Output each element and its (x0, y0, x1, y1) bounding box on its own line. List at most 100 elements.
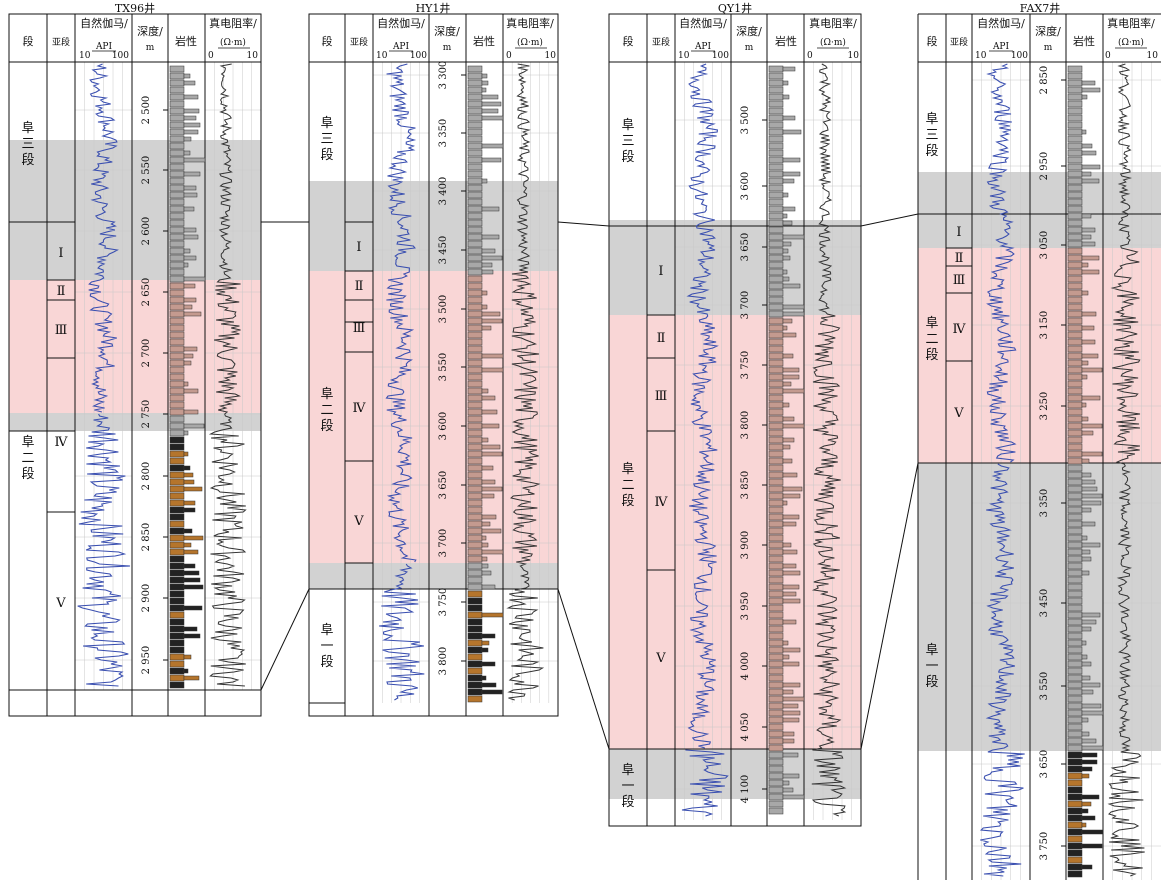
subzone-1: Ⅰ (58, 246, 63, 261)
lith-bed (169, 135, 185, 143)
lith-bed (1067, 198, 1083, 206)
lith-bed-ext (481, 318, 503, 324)
zone-fu3-char1: 阜 (21, 120, 34, 136)
lith-bed (768, 380, 784, 388)
lith-bed (169, 513, 185, 521)
lith-bed (169, 72, 185, 80)
lith-bed (1067, 821, 1083, 829)
lith-bed (768, 611, 784, 619)
lithology-column (1067, 65, 1104, 878)
lith-bed (169, 520, 185, 528)
lith-bed (169, 254, 185, 262)
depth-label: 2 800 (141, 462, 152, 491)
header-duan: 段 (623, 34, 634, 48)
column-borders (917, 13, 1161, 880)
lith-bed-ext (782, 584, 800, 590)
lith-bed (768, 254, 784, 262)
svg-text:阜: 阜 (925, 315, 938, 331)
zone-fu3-char2: 三 (21, 137, 34, 152)
lith-bed-ext (782, 717, 800, 723)
depth-label: 2 950 (1039, 152, 1050, 181)
svg-text:二: 二 (621, 478, 634, 493)
lith-bed (467, 576, 483, 584)
lith-bed (1067, 548, 1083, 556)
lith-bed (768, 674, 784, 682)
lith-bed-ext (1081, 311, 1097, 317)
subzone-2: Ⅱ (355, 279, 364, 294)
lith-bed-ext (782, 570, 801, 576)
lith-bed (1067, 688, 1083, 696)
depth-label: 3 850 (740, 471, 751, 500)
depth-label: 3 250 (1039, 392, 1050, 421)
lith-bed (1067, 611, 1083, 619)
zone-label-fu1: 阜 一 段 (320, 622, 333, 670)
lith-bed-ext (183, 528, 193, 534)
lith-bed-ext (183, 570, 200, 576)
lith-bed (169, 597, 185, 605)
svg-text:阜: 阜 (621, 762, 634, 778)
lith-bed (467, 233, 483, 241)
header-depth-title: 深度/ (1035, 24, 1061, 38)
lith-bed (1067, 345, 1083, 353)
lith-bed-ext (782, 213, 788, 219)
zone-label-fu3: 阜 三 段 (621, 117, 634, 165)
band-fu1-gray (609, 749, 861, 799)
lith-bed (1067, 604, 1083, 612)
lith-bed (768, 618, 784, 626)
depth-label: 2 900 (141, 584, 152, 613)
lith-bed-ext (183, 668, 189, 674)
lith-bed (169, 331, 185, 339)
lith-bed-ext (782, 171, 801, 177)
header-res-max: 10 (545, 51, 557, 61)
lith-bed (768, 555, 784, 563)
lith-bed (1067, 401, 1083, 409)
lith-bed (768, 471, 784, 479)
lith-bed (768, 296, 784, 304)
lith-bed-ext (782, 661, 800, 667)
lith-bed (169, 107, 185, 115)
header-gr-unit: API (392, 42, 410, 52)
lith-bed (768, 373, 784, 381)
lith-bed-ext (183, 500, 196, 506)
lith-bed-ext (183, 507, 196, 513)
lith-bed-ext (183, 626, 198, 632)
lith-bed-ext (1081, 486, 1098, 492)
lithology-column (169, 65, 206, 689)
header-res-unit: (Ω·m) (517, 37, 543, 48)
lith-bed-ext (782, 444, 791, 450)
correlation-base-fu2-2 (557, 588, 610, 750)
lith-bed-ext (1081, 94, 1088, 100)
lith-bed (467, 289, 483, 297)
lith-bed (467, 205, 483, 213)
lith-bed (169, 583, 185, 591)
lith-bed (467, 562, 483, 570)
depth-tick-labels: 2 500 2 550 2 600 2 650 2 700 2 750 2 800 2 850… (141, 96, 168, 674)
lith-bed (1067, 709, 1083, 717)
lith-bed (1067, 380, 1083, 388)
lith-bed-ext (481, 584, 496, 590)
svg-text:一: 一 (925, 659, 938, 674)
lith-bed-ext (1081, 556, 1092, 562)
lith-bed-ext (782, 255, 791, 261)
lith-bed (768, 492, 784, 500)
depth-label: 3 600 (740, 172, 751, 201)
well-name: TX96井 (115, 1, 155, 15)
lith-bed-ext (1081, 864, 1093, 870)
lith-bed (1067, 793, 1083, 801)
lith-bed (768, 646, 784, 654)
lith-bed-ext (782, 220, 793, 226)
lith-bed (169, 233, 185, 241)
header-gr-min: 10 (376, 51, 388, 61)
lith-bed (169, 247, 185, 255)
lith-bed (1067, 352, 1083, 360)
lith-bed (467, 324, 483, 332)
lith-bed-ext (183, 262, 189, 268)
lith-bed (1067, 856, 1083, 864)
lith-bed (169, 177, 185, 185)
lith-bed-ext (481, 479, 496, 485)
zone-label-fu3: 阜 三 段 (925, 111, 938, 159)
depth-label: 3 950 (740, 592, 751, 621)
lith-bed-ext (1081, 794, 1100, 800)
lith-bed (768, 485, 784, 493)
